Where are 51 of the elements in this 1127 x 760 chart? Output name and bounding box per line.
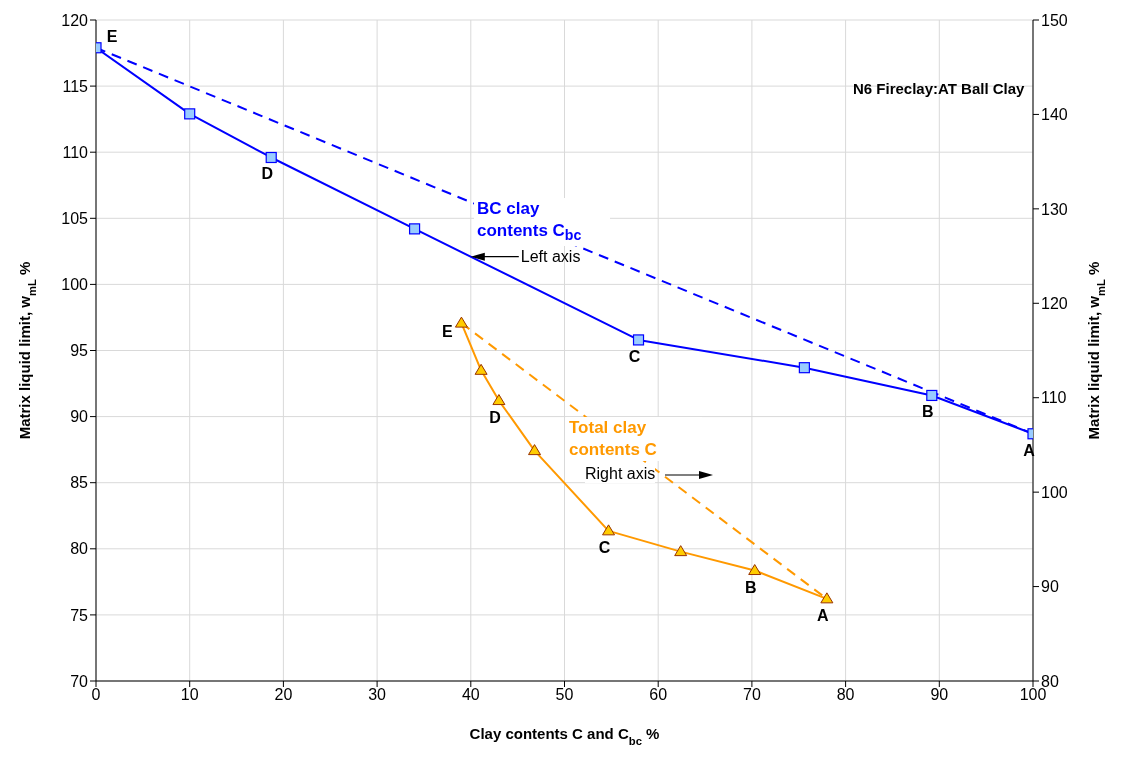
data-label: D [261,165,273,183]
y-tick-label: 95 [70,342,89,360]
data-label: C [598,538,611,556]
y-tick-label: 115 [62,77,89,95]
y-tick-label: 120 [61,11,89,29]
y2-tick-label: 150 [1041,11,1068,29]
y2-tick-label: 90 [1041,578,1059,596]
x-tick-label: 10 [180,686,199,704]
data-label: E [442,323,454,341]
y-tick-label: 75 [70,606,89,624]
point [265,151,277,164]
x-axis-title: Clay contents C and C$_{bc}$ % [469,725,660,747]
series-label: BC clay contents C$_{bc}$ [474,198,610,247]
data-label: A [817,606,830,624]
x-tick-label: 100 [1019,686,1047,704]
y-tick-label: 90 [70,408,89,426]
x-tick-label: 0 [91,686,101,704]
point [798,362,810,374]
x-tick-label: 60 [649,686,668,704]
y-tick-label: 105 [61,209,89,227]
y-tick-label: 85 [70,474,89,492]
data-label: A [1023,441,1036,459]
point [926,389,938,402]
x-tick-label: 30 [368,686,387,704]
annotation: Right axis [585,465,656,483]
y-tick-label: 80 [70,540,89,558]
x-tick-label: 70 [743,686,761,704]
series-label: Total clay contents C [566,417,702,461]
y2-tick-label: 120 [1041,294,1068,312]
data-label: B [744,578,757,596]
annotation: N6 Fireclay:AT Ball Clay [853,80,1025,97]
y-tick-label: 70 [70,672,89,690]
point [184,108,196,120]
x-tick-label: 20 [274,686,293,704]
y2-tick-label: 110 [1041,389,1067,407]
x-tick-label: 50 [555,686,574,704]
x-tick-label: 90 [930,686,949,704]
x-tick-label: 80 [836,686,855,704]
y-tick-label: 110 [62,143,89,161]
y2-tick-label: 130 [1041,200,1068,218]
data-label: D [489,408,501,426]
point [408,223,421,235]
data-label: C [628,347,641,365]
x-tick-label: 40 [461,686,480,704]
annotation: Left axis [520,247,581,265]
y-tick-label: 100 [61,276,89,294]
data-label: B [922,403,934,421]
data-label: E [106,27,118,45]
point [632,334,645,346]
y2-tick-label: 140 [1041,106,1068,124]
y2-tick-label: 100 [1041,483,1068,501]
